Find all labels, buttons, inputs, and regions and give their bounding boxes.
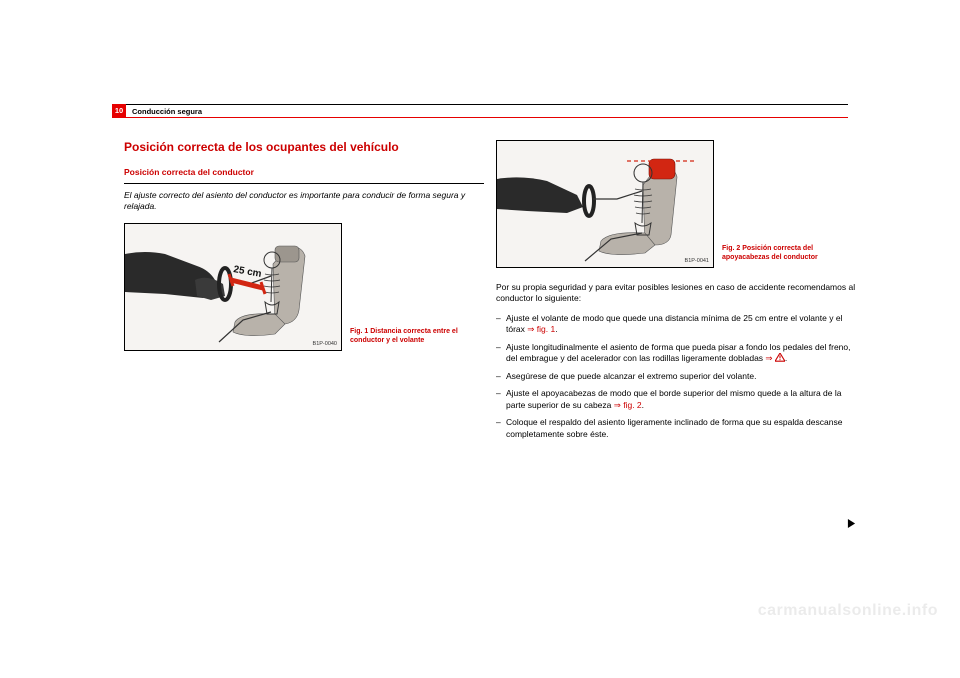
list-item: – Asegúrese de que puede alcanzar el ext… <box>496 371 856 382</box>
watermark: carmanualsonline.info <box>758 602 938 620</box>
running-head-title: Conducción segura <box>132 107 202 116</box>
subhead-driver-position: Posición correcta del conductor <box>124 167 484 177</box>
figure-2-caption: Fig. 2 Posición correcta del apoyacabeza… <box>722 244 840 262</box>
lead-paragraph: El ajuste correcto del asiento del condu… <box>124 190 484 213</box>
list-item: – Ajuste el volante de modo que quede un… <box>496 313 856 336</box>
recommendation-list: – Ajuste el volante de modo que quede un… <box>496 313 856 440</box>
label-25cm: 25 cm <box>232 264 262 280</box>
figure-1-image: 25 cm B1P-0040 <box>124 223 342 351</box>
figure-1-code: B1P-0040 <box>313 341 337 347</box>
page: 10 Conducción segura Posición correcta d… <box>0 0 960 678</box>
intro-paragraph: Por su propia seguridad y para evitar po… <box>496 282 856 305</box>
figure-1-block: 25 cm B1P-0040 Fig. 1 Distancia correcta… <box>124 223 484 351</box>
section-title: Posición correcta de los ocupantes del v… <box>124 140 484 155</box>
list-item: – Ajuste el apoyacabezas de modo que el … <box>496 388 856 411</box>
warning-icon <box>775 353 785 362</box>
continue-arrow-icon <box>847 519 856 528</box>
right-column: B1P-0041 Fig. 2 Posición correcta del ap… <box>496 140 856 446</box>
left-column: Posición correcta de los ocupantes del v… <box>124 140 484 365</box>
list-item: – Coloque el respaldo del asiento ligera… <box>496 417 856 440</box>
running-header: 10 Conducción segura <box>112 104 848 118</box>
list-item-text: Asegúrese de que puede alcanzar el extre… <box>506 371 756 381</box>
page-number: 10 <box>112 104 126 118</box>
divider <box>124 183 484 184</box>
ref-fig2: ⇒ fig. 2 <box>614 400 642 410</box>
list-item-text: Ajuste el apoyacabezas de modo que el bo… <box>506 388 842 409</box>
ref-fig1: ⇒ fig. 1 <box>527 324 555 334</box>
list-item-text: Coloque el respaldo del asiento ligerame… <box>506 417 842 438</box>
list-item: – Ajuste longitudinalmente el asiento de… <box>496 342 856 365</box>
figure-1-caption: Fig. 1 Distancia correcta entre el condu… <box>350 327 468 345</box>
figure-2-image: B1P-0041 <box>496 140 714 268</box>
list-item-text: Ajuste longitudinalmente el asiento de f… <box>506 342 850 363</box>
ref-arrow: ⇒ <box>765 353 772 363</box>
figure-2-code: B1P-0041 <box>685 258 709 264</box>
figure-2-svg <box>497 141 714 268</box>
figure-1-svg: 25 cm <box>125 224 342 351</box>
figure-2-block: B1P-0041 Fig. 2 Posición correcta del ap… <box>496 140 856 268</box>
